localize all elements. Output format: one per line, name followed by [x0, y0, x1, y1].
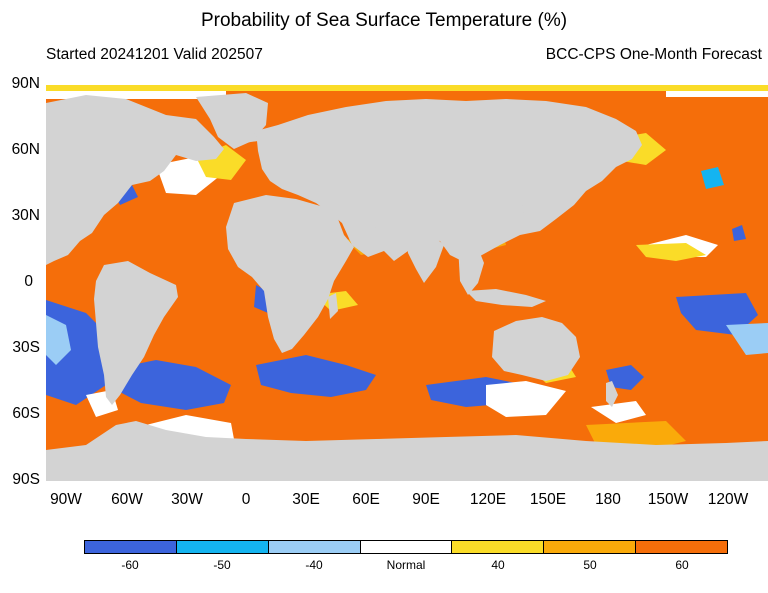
legend-label-normal: Normal [386, 558, 426, 572]
legend-label-60: 60 [675, 558, 689, 572]
legend-labels: -60 -50 -40 Normal 40 50 60 [84, 558, 728, 572]
legend-swatch-40 [452, 541, 545, 553]
lon-label-90e: 90E [412, 491, 440, 508]
legend-label-minus-40: -40 [305, 558, 323, 572]
lat-label-60s: 60S [12, 405, 40, 422]
legend-label-50: 50 [583, 558, 597, 572]
lat-label-equator: 0 [24, 273, 33, 290]
legend-swatch-minus-40 [268, 541, 361, 553]
lon-label-60e: 60E [352, 491, 380, 508]
legend-label-minus-60: -60 [121, 558, 139, 572]
forecast-dates: Started 20241201 Valid 202507 [46, 46, 263, 63]
lon-label-180: 180 [595, 491, 621, 508]
model-name: BCC-CPS One-Month Forecast [545, 46, 762, 63]
lon-label-60w: 60W [111, 491, 143, 508]
lon-label-30w: 30W [171, 491, 203, 508]
lon-label-150e: 150E [529, 491, 567, 508]
chart-title: Probability of Sea Surface Temperature (… [200, 10, 568, 31]
lon-label-0: 0 [241, 491, 251, 508]
legend-swatch-50 [544, 541, 637, 553]
legend-swatch-60 [636, 541, 728, 553]
legend-swatch-minus-60 [85, 541, 177, 553]
lat-label-30n: 30N [11, 207, 40, 224]
lon-label-120w: 120W [707, 491, 749, 508]
lat-label-90n: 90N [11, 75, 40, 92]
color-legend [84, 540, 728, 554]
lat-label-90s: 90S [12, 471, 40, 488]
lon-label-120e: 120E [469, 491, 507, 508]
land [46, 93, 768, 481]
lat-label-60n: 60N [11, 141, 40, 158]
sst-probability-map [46, 85, 768, 481]
legend-swatch-minus-50 [176, 541, 269, 553]
legend-label-minus-50: -50 [213, 558, 231, 572]
lat-label-30s: 30S [12, 339, 40, 356]
lon-label-90w: 90W [50, 491, 82, 508]
legend-label-40: 40 [491, 558, 505, 572]
lon-label-150w: 150W [647, 491, 689, 508]
lon-label-30e: 30E [292, 491, 320, 508]
legend-swatch-normal [360, 541, 453, 553]
